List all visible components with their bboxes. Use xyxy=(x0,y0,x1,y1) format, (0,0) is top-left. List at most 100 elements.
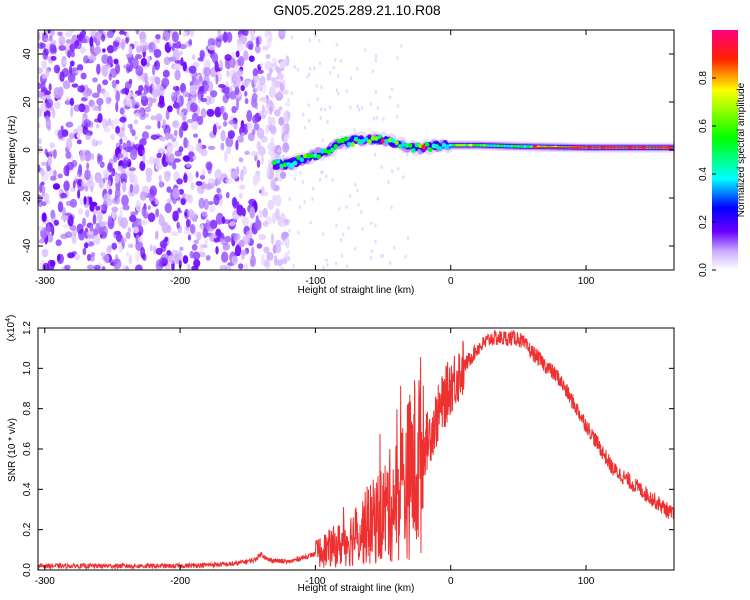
heatmap-noise-cell xyxy=(279,171,287,180)
heatmap-noise-cell xyxy=(266,38,272,49)
heatmap-signal-cell xyxy=(367,139,372,144)
heatmap-noise-cell xyxy=(164,171,171,182)
heatmap-noise-cell xyxy=(225,177,233,185)
heatmap-noise-cell xyxy=(212,123,217,136)
heatmap-noise-cell xyxy=(46,98,54,108)
heatmap-noise-cell xyxy=(188,65,197,74)
heatmap-noise-cell xyxy=(238,192,243,199)
heatmap-noise-cell xyxy=(120,127,125,132)
heatmap-noise-cell xyxy=(159,257,167,265)
heatmap-noise-cell xyxy=(393,245,396,250)
heatmap-noise-cell xyxy=(361,226,364,231)
heatmap-noise-cell xyxy=(258,233,266,241)
heatmap-noise-cell xyxy=(251,246,255,258)
heatmap-noise-cell xyxy=(113,117,120,125)
heatmap-signal-cell xyxy=(292,160,298,166)
heatmap-noise-cell xyxy=(149,156,155,165)
spectrogram-y-tick-label: 0 xyxy=(22,147,33,153)
heatmap-noise-cell xyxy=(216,187,221,194)
heatmap-noise-cell xyxy=(76,125,84,134)
heatmap-noise-cell xyxy=(90,152,95,161)
heatmap-noise-cell xyxy=(253,123,260,131)
heatmap-noise-cell xyxy=(146,159,150,165)
heatmap-noise-cell xyxy=(41,212,47,223)
heatmap-signal-cell xyxy=(316,154,321,160)
heatmap-noise-cell xyxy=(111,206,119,213)
heatmap-noise-cell xyxy=(158,174,162,182)
heatmap-noise-cell xyxy=(147,212,156,223)
heatmap-signal-cell xyxy=(482,144,487,147)
heatmap-noise-cell xyxy=(272,212,276,224)
heatmap-noise-cell xyxy=(264,30,268,39)
heatmap-noise-cell xyxy=(209,90,218,98)
spectrogram-x-tick-label: -200 xyxy=(170,276,190,287)
heatmap-noise-cell xyxy=(376,105,379,110)
heatmap-noise-cell xyxy=(176,221,180,229)
heatmap-noise-cell xyxy=(176,178,183,185)
heatmap-noise-cell xyxy=(271,78,279,90)
heatmap-noise-cell xyxy=(326,262,329,267)
heatmap-noise-cell xyxy=(205,95,212,106)
heatmap-noise-cell xyxy=(164,152,170,162)
heatmap-signal-cell xyxy=(462,143,467,147)
spectrogram-y-tick-label: -20 xyxy=(22,190,33,205)
heatmap-noise-cell xyxy=(113,230,120,239)
heatmap-noise-cell xyxy=(263,246,270,254)
spectrogram-x-tick-label: -100 xyxy=(305,276,325,287)
heatmap-noise-cell xyxy=(272,194,277,206)
heatmap-signal-cell xyxy=(472,143,477,147)
heatmap-noise-cell xyxy=(242,79,250,87)
heatmap-noise-cell xyxy=(349,105,352,110)
heatmap-noise-cell xyxy=(38,67,44,74)
heatmap-noise-cell xyxy=(262,221,269,227)
heatmap-noise-cell xyxy=(357,107,361,112)
heatmap-noise-cell xyxy=(155,208,160,218)
heatmap-noise-cell xyxy=(76,133,81,139)
heatmap-signal-cell xyxy=(363,136,369,142)
heatmap-noise-cell xyxy=(287,98,290,103)
heatmap-noise-cell xyxy=(140,57,147,67)
heatmap-noise-cell xyxy=(127,91,133,98)
heatmap-noise-cell xyxy=(213,179,222,185)
heatmap-signal-cell xyxy=(319,148,325,154)
heatmap-noise-cell xyxy=(176,103,180,115)
heatmap-noise-cell xyxy=(53,169,57,178)
heatmap-signal-cell xyxy=(275,158,281,164)
heatmap-signal-cell xyxy=(411,148,416,154)
heatmap-noise-cell xyxy=(51,108,56,119)
heatmap-noise-cell xyxy=(292,263,295,268)
snr-panel: -300 -200 -100 0 100 0.0 0.2 0.4 0.6 0.8 1.0 1.2 H… xyxy=(5,315,675,594)
heatmap-noise-cell xyxy=(102,48,106,53)
heatmap-noise-cell xyxy=(189,30,195,38)
heatmap-noise-cell xyxy=(155,247,163,256)
heatmap-noise-cell xyxy=(188,39,193,46)
heatmap-noise-cell xyxy=(124,36,129,45)
heatmap-noise-cell xyxy=(80,46,85,54)
heatmap-noise-cell xyxy=(369,102,373,107)
heatmap-noise-cell xyxy=(115,90,121,103)
heatmap-noise-cell xyxy=(174,69,181,81)
heatmap-noise-cell xyxy=(183,138,190,148)
heatmap-noise-cell xyxy=(128,254,133,265)
heatmap-noise-cell xyxy=(147,205,151,210)
heatmap-noise-cell xyxy=(53,64,61,74)
heatmap-noise-cell xyxy=(234,58,239,69)
heatmap-noise-cell xyxy=(110,133,115,141)
spectrogram-x-tick-label: 100 xyxy=(578,276,595,287)
heatmap-noise-cell xyxy=(47,30,51,34)
heatmap-noise-cell xyxy=(262,207,268,218)
heatmap-noise-cell xyxy=(206,108,215,117)
heatmap-noise-cell xyxy=(41,73,47,79)
heatmap-noise-cell xyxy=(115,101,119,113)
heatmap-noise-cell xyxy=(315,83,318,88)
heatmap-noise-cell xyxy=(251,92,258,103)
heatmap-noise-cell xyxy=(396,56,399,61)
heatmap-noise-cell xyxy=(43,48,49,56)
heatmap-noise-cell xyxy=(374,223,377,228)
heatmap-noise-cell xyxy=(231,255,239,265)
heatmap-signal-cell xyxy=(374,136,379,141)
spectrogram-y-tick-label: -40 xyxy=(22,238,33,253)
heatmap-noise-cell xyxy=(101,266,106,270)
heatmap-noise-cell xyxy=(97,104,102,112)
heatmap-noise-cell xyxy=(114,36,121,43)
